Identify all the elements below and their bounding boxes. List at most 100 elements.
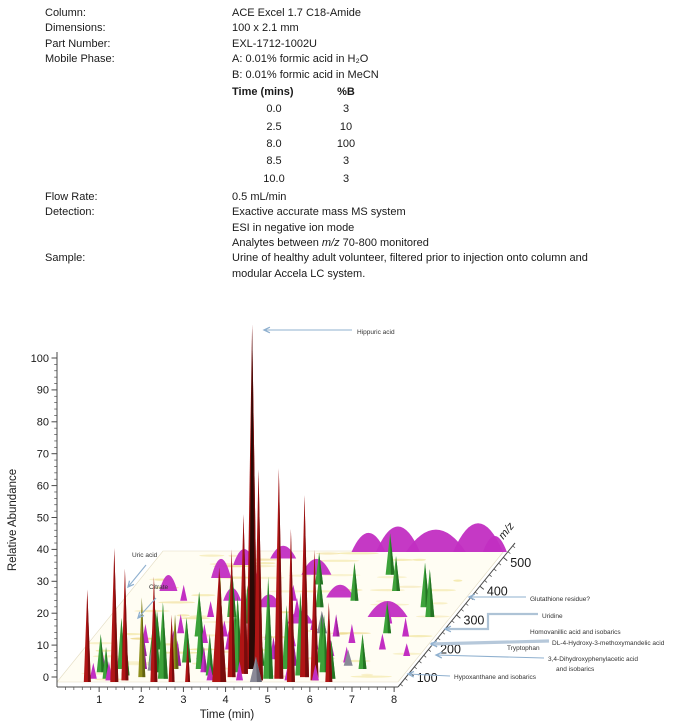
detection-line-2: ESI in negative ion mode bbox=[232, 221, 355, 234]
method-row-mobile-phase-b: B: 0.01% formic acid in MeCN bbox=[45, 68, 588, 83]
mz-tick bbox=[456, 614, 461, 619]
peak-green-shade bbox=[319, 552, 324, 585]
y-tick-label: 60 bbox=[37, 480, 49, 492]
mz-tick-label: 500 bbox=[510, 556, 531, 570]
streak bbox=[95, 649, 112, 652]
peak-red-shade bbox=[124, 568, 129, 681]
x-tick-label: 2 bbox=[138, 694, 144, 706]
peak-red-shade bbox=[290, 528, 295, 682]
gradient-header-percent-b: %B bbox=[337, 86, 355, 99]
mz-minor-tick bbox=[404, 678, 408, 681]
sample-label: Sample: bbox=[45, 252, 86, 265]
annotation-arrowhead bbox=[467, 593, 476, 601]
streak bbox=[199, 554, 225, 557]
annotation-hypoxanthane: Hypoxanthane and isobarics bbox=[406, 670, 537, 681]
chromatogram-figure: 0 10 20 30 40 50 60 70 80 90 100 1 2 3 4 5 6 7 8 100 200 300 4… bbox=[0, 310, 686, 725]
peak-mound bbox=[376, 526, 420, 552]
annotation-label-dihydroxyphenylacetic-1: 3,4-Dihydroxyphenylacetic acid bbox=[548, 656, 638, 663]
peak-green-shade bbox=[390, 533, 395, 575]
streak bbox=[228, 554, 238, 557]
y-tick-label: 30 bbox=[37, 576, 49, 588]
streak bbox=[288, 574, 312, 577]
mz-minor-tick bbox=[418, 660, 422, 664]
peak-mound bbox=[211, 558, 232, 578]
mz-minor-tick bbox=[423, 655, 427, 658]
gradient-time: 10.0 bbox=[263, 172, 285, 185]
annotation-tryptophan: Tryptophan bbox=[507, 645, 540, 652]
annotation-line bbox=[127, 564, 147, 588]
peak-green-shade bbox=[155, 608, 160, 673]
streak bbox=[191, 594, 216, 597]
streak bbox=[404, 635, 433, 638]
gradient-row: 10.0 3 bbox=[232, 171, 588, 188]
annotation-uric-acid: Uric acid bbox=[127, 552, 158, 589]
peak-red-shade bbox=[87, 589, 91, 682]
method-row-dimensions: Dimensions: 100 x 2.1 mm bbox=[45, 21, 588, 36]
detection-line-3-pre: Analytes between bbox=[232, 237, 322, 250]
peak-red-shade bbox=[243, 514, 248, 674]
gradient-time: 0.0 bbox=[266, 103, 282, 116]
mz-minor-tick bbox=[493, 568, 497, 572]
mz-tick-label: 100 bbox=[417, 671, 438, 685]
gradient-row: 8.0 100 bbox=[232, 136, 588, 153]
peak-green-shade bbox=[209, 634, 214, 676]
annotation-arrowhead bbox=[429, 640, 438, 648]
column-label: Column: bbox=[45, 7, 86, 19]
annotation-hippuric-acid: Hippuric acid bbox=[262, 326, 395, 336]
streak bbox=[425, 589, 456, 592]
y-tick-label: 70 bbox=[37, 449, 49, 461]
annotation-label-homovanillic: Homovanillic acid and isobarics bbox=[530, 629, 621, 636]
detection-spacer bbox=[45, 236, 232, 251]
peak-green-shade bbox=[200, 608, 205, 669]
peak-red-shade bbox=[171, 615, 175, 682]
annotation-arrowhead bbox=[127, 580, 135, 589]
mobile-phase-a: A: 0.01% formic acid in H₂O bbox=[232, 53, 369, 66]
detection-label: Detection: bbox=[45, 206, 95, 219]
mz-minor-tick bbox=[512, 545, 516, 549]
peak-olive-shade bbox=[175, 614, 179, 669]
sample-line-2: modular Accela LC system. bbox=[232, 267, 366, 280]
detection-line-3: Analytes between m/z 70-800 monitored bbox=[232, 236, 429, 251]
method-row-sample-1: Sample: Urine of healthy adult volunteer… bbox=[45, 251, 588, 266]
peak-magenta bbox=[200, 623, 208, 643]
x-tick-label: 5 bbox=[265, 694, 271, 706]
sample-spacer bbox=[45, 267, 232, 282]
mz-minor-tick bbox=[451, 620, 455, 624]
gradient-percent-b: 100 bbox=[336, 137, 356, 150]
peaks-layer bbox=[83, 324, 507, 682]
y-tick-label: 0 bbox=[43, 672, 49, 684]
streak bbox=[361, 673, 374, 677]
method-row-detection-1: Detection: Exactive accurate mass MS sys… bbox=[45, 205, 588, 220]
annotation-arrowhead bbox=[262, 326, 271, 334]
mz-minor-tick bbox=[484, 580, 488, 583]
column-value: ACE Excel 1.7 C18-Amide bbox=[232, 7, 361, 19]
peak-magenta-shade bbox=[177, 640, 182, 666]
method-row-mobile-phase-a: Mobile Phase: A: 0.01% formic acid in H₂… bbox=[45, 52, 588, 67]
peak-magenta bbox=[311, 664, 319, 681]
peak-green-shade bbox=[429, 569, 435, 617]
dimensions-label: Dimensions: bbox=[45, 22, 106, 35]
mz-minor-tick bbox=[489, 574, 492, 577]
mz-tick-label: 200 bbox=[440, 642, 461, 656]
gradient-time: 8.0 bbox=[266, 137, 282, 150]
peak-magenta-shade bbox=[203, 646, 208, 673]
annotation-label-glutathione-residue: Glutathione residue? bbox=[530, 596, 590, 603]
annotation-label-uric-acid: Uric acid bbox=[132, 552, 158, 559]
gradient-row: 2.5 10 bbox=[232, 119, 588, 136]
peak-red-shade bbox=[304, 495, 309, 678]
mz-tick-label: 400 bbox=[487, 585, 508, 599]
peak-magenta bbox=[177, 614, 185, 634]
annotation-dihydroxyphenylacetic-2: and isobarics bbox=[556, 666, 595, 673]
detection-line-3-mz: m/z bbox=[321, 237, 340, 250]
mobile-phase-spacer bbox=[45, 68, 232, 83]
gradient-percent-b: 10 bbox=[339, 120, 353, 133]
x-tick-label: 7 bbox=[349, 694, 355, 706]
method-row-sample-2: modular Accela LC system. bbox=[45, 267, 588, 282]
annotation-label-tryptophan: Tryptophan bbox=[507, 645, 540, 652]
gradient-percent-b: 3 bbox=[342, 172, 350, 185]
peak-magenta-shade bbox=[336, 614, 340, 637]
peak-mound bbox=[159, 575, 178, 591]
annotation-line bbox=[445, 612, 538, 631]
